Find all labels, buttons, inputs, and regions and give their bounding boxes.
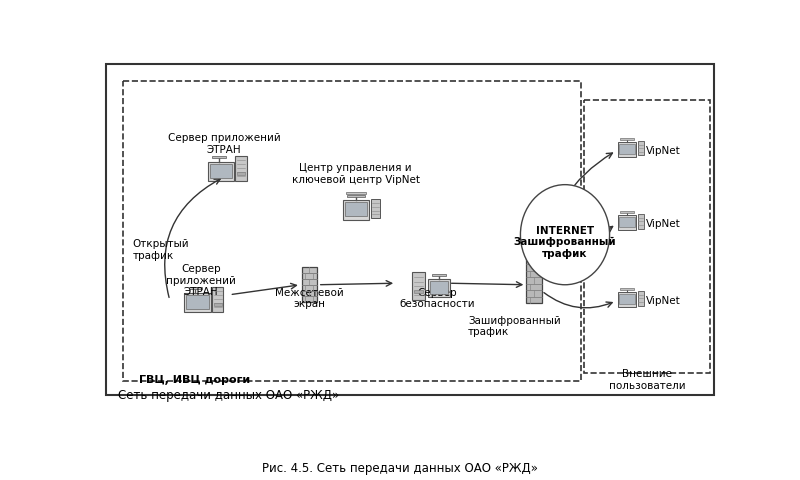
- Text: Сервер
безопасности: Сервер безопасности: [399, 288, 475, 310]
- FancyBboxPatch shape: [638, 141, 644, 156]
- Text: INTERNET
Зашифрованный
трафик: INTERNET Зашифрованный трафик: [514, 226, 616, 259]
- FancyBboxPatch shape: [621, 138, 634, 140]
- FancyBboxPatch shape: [412, 272, 425, 300]
- FancyBboxPatch shape: [302, 267, 317, 302]
- FancyBboxPatch shape: [432, 275, 446, 276]
- Text: Рис. 4.5. Сеть передачи данных ОАО «РЖД»: Рис. 4.5. Сеть передачи данных ОАО «РЖД»: [262, 462, 538, 475]
- FancyBboxPatch shape: [345, 202, 367, 216]
- FancyBboxPatch shape: [619, 144, 635, 154]
- FancyBboxPatch shape: [237, 172, 246, 175]
- Text: Центр управления и
ключевой центр VipNet: Центр управления и ключевой центр VipNet: [292, 163, 420, 185]
- Text: Внешние
пользователи: Внешние пользователи: [609, 370, 686, 391]
- FancyBboxPatch shape: [207, 162, 234, 181]
- FancyBboxPatch shape: [428, 279, 450, 297]
- FancyBboxPatch shape: [342, 200, 369, 220]
- Text: Сеть передачи данных ОАО «РЖД»: Сеть передачи данных ОАО «РЖД»: [118, 389, 339, 402]
- FancyBboxPatch shape: [371, 199, 380, 218]
- FancyBboxPatch shape: [346, 192, 366, 194]
- FancyBboxPatch shape: [430, 281, 448, 294]
- FancyBboxPatch shape: [235, 156, 246, 180]
- FancyBboxPatch shape: [638, 214, 644, 228]
- Ellipse shape: [521, 185, 610, 285]
- Text: Межсетевой
экран: Межсетевой экран: [275, 288, 344, 310]
- Text: Сервер приложений
ЭТРАН: Сервер приложений ЭТРАН: [168, 133, 280, 155]
- FancyBboxPatch shape: [618, 142, 636, 156]
- Text: VipNet: VipNet: [646, 219, 680, 229]
- FancyBboxPatch shape: [618, 216, 636, 230]
- FancyBboxPatch shape: [619, 294, 635, 304]
- FancyBboxPatch shape: [638, 291, 644, 306]
- FancyBboxPatch shape: [106, 64, 714, 395]
- Text: ГВЦ, ИВЦ дороги: ГВЦ, ИВЦ дороги: [138, 375, 250, 385]
- FancyBboxPatch shape: [212, 287, 223, 312]
- FancyBboxPatch shape: [186, 295, 209, 309]
- FancyBboxPatch shape: [526, 251, 542, 303]
- Text: Сервер
приложений
ЭТРАН: Сервер приложений ЭТРАН: [166, 264, 236, 297]
- FancyBboxPatch shape: [212, 156, 226, 158]
- FancyBboxPatch shape: [618, 292, 636, 307]
- FancyBboxPatch shape: [619, 217, 635, 227]
- FancyBboxPatch shape: [184, 293, 211, 312]
- FancyBboxPatch shape: [414, 290, 423, 293]
- FancyBboxPatch shape: [346, 195, 365, 197]
- FancyBboxPatch shape: [621, 288, 634, 290]
- Text: Зашифрованный
трафик: Зашифрованный трафик: [468, 315, 561, 337]
- FancyBboxPatch shape: [621, 211, 634, 213]
- FancyBboxPatch shape: [214, 303, 222, 306]
- Text: VipNet: VipNet: [646, 146, 680, 156]
- Text: Открытый
трафик: Открытый трафик: [133, 240, 189, 261]
- FancyBboxPatch shape: [210, 164, 232, 178]
- Text: VipNet: VipNet: [646, 296, 680, 306]
- FancyBboxPatch shape: [189, 288, 202, 289]
